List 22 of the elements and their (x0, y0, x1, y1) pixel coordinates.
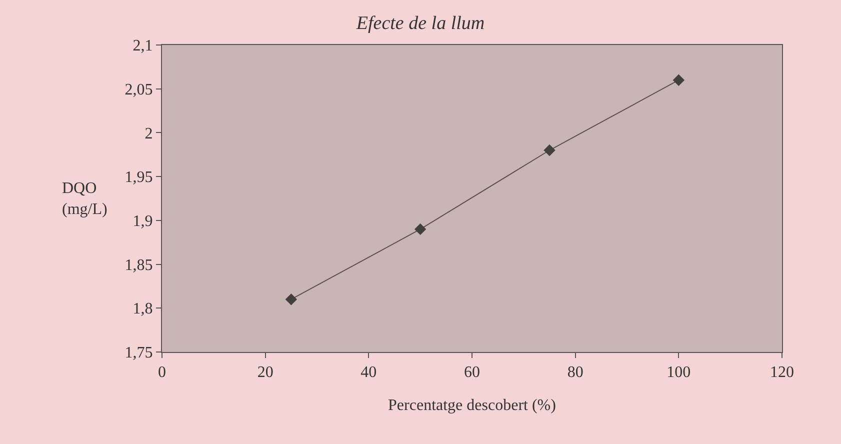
point (672, 74, 685, 86)
x-tick-label: 100 (666, 364, 691, 382)
point (285, 294, 298, 306)
y-tick-label: 1,75 (124, 344, 153, 362)
y-tick-label: 1,9 (132, 213, 153, 230)
y-axis-title: DQO (mg/L) (62, 180, 108, 218)
x-tick-label: 0 (158, 364, 166, 382)
y-tick-label: 1,85 (124, 256, 153, 274)
chart-title: Efecte de la llum (355, 12, 485, 34)
y-tick-label: 2 (144, 125, 153, 142)
x-tick-label: 20 (257, 364, 274, 382)
x-tick-label: 80 (567, 364, 584, 382)
y-tick-label: 2,05 (124, 81, 153, 98)
x-tick-label: 60 (464, 364, 480, 382)
point (544, 144, 556, 156)
y-tick-label: 1,95 (124, 169, 153, 186)
x-tick-label: 40 (360, 364, 377, 382)
x-tick-label: 120 (770, 364, 794, 382)
x-axis-title: Percentatge descobert (%) (388, 396, 556, 414)
y-tick-label: 1,8 (132, 300, 153, 318)
point (414, 223, 426, 236)
y-tick-label: 2,1 (132, 38, 153, 55)
